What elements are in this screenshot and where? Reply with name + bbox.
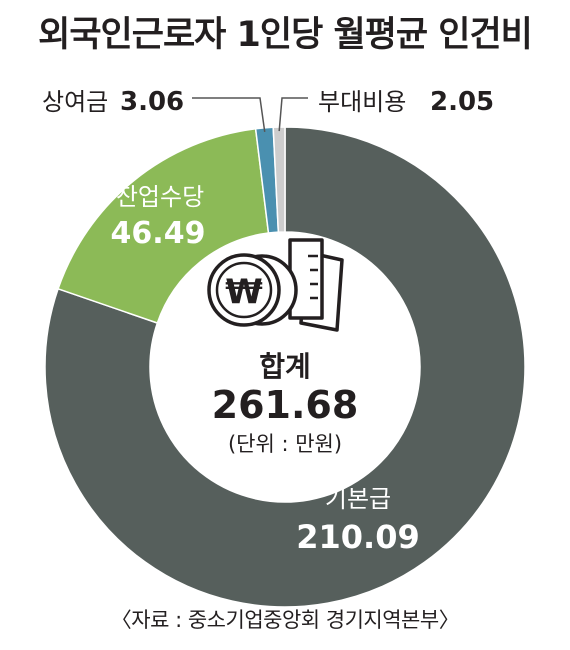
slice-label-overtime: 잔업수당: [116, 183, 204, 211]
slice-label-base-pay: 기본급: [325, 485, 391, 513]
slice-value-base-pay: 210.09: [296, 518, 419, 556]
slice-base-pay: [44, 126, 526, 608]
slice-label-extra-costs: 부대비용: [318, 88, 406, 116]
slice-value-overtime: 46.49: [111, 216, 206, 251]
leader-line-extra-costs: [278, 97, 308, 132]
slice-label-bonus: 상여금: [42, 88, 108, 116]
donut-slices: [44, 126, 526, 608]
unit-label: (단위 : 만원): [228, 432, 342, 456]
leader-line-bonus: [192, 97, 266, 132]
page-title: 외국인근로자 1인당 월평균 인건비: [38, 15, 533, 55]
source-note: 〈자료 : 중소기업중앙회 경기지역본부〉: [110, 608, 460, 632]
slice-value-bonus: 3.06: [120, 87, 184, 117]
slice-extra-costs: [272, 126, 286, 233]
total-label: 합계: [259, 350, 311, 383]
won-coins-and-documents-icon: ₩: [207, 238, 344, 332]
svg-text:₩: ₩: [225, 272, 263, 312]
total-value: 261.68: [212, 383, 359, 427]
slice-value-extra-costs: 2.05: [430, 87, 494, 117]
leader-lines: [192, 97, 308, 132]
slice-overtime: [57, 127, 270, 324]
